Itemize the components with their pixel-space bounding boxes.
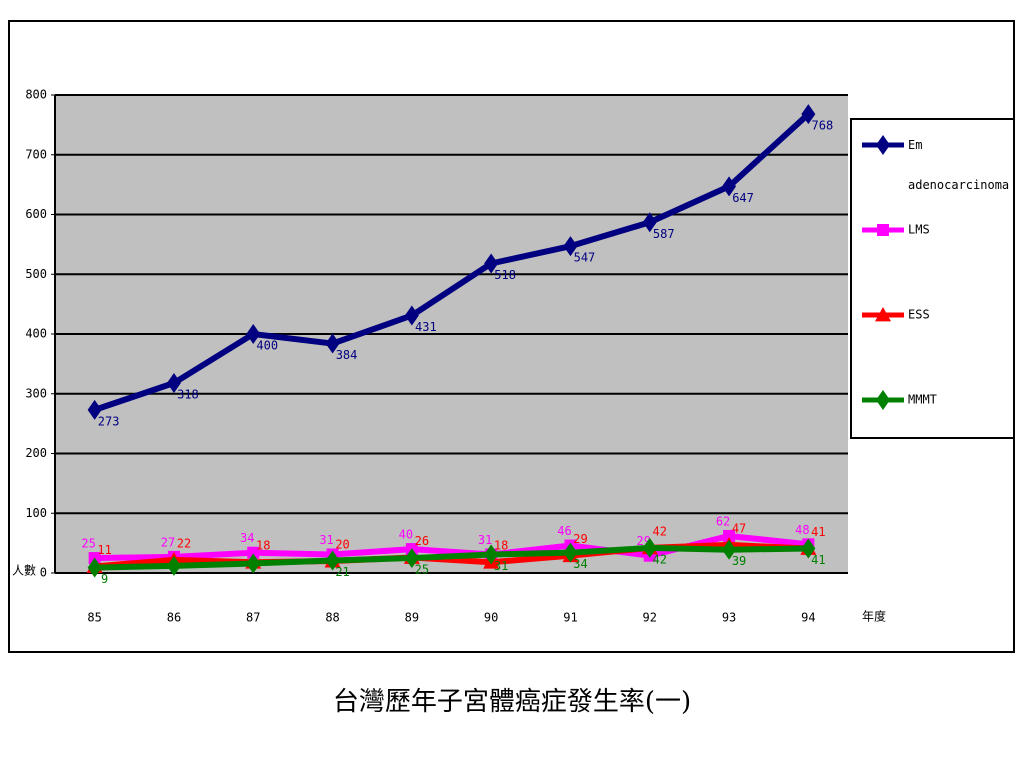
data-label: 647 — [732, 191, 754, 205]
marker — [87, 399, 102, 420]
marker — [404, 305, 419, 326]
x-tick-label: 85 — [87, 611, 101, 625]
chart-title: 台灣歷年子宮體癌症發生率(一) — [333, 687, 691, 717]
data-label: 547 — [574, 251, 596, 265]
data-label: 518 — [494, 268, 516, 282]
data-label: 42 — [653, 552, 667, 566]
data-label: 587 — [653, 227, 675, 241]
x-tick-label: 94 — [801, 611, 815, 625]
marker — [723, 529, 736, 542]
marker — [166, 555, 181, 576]
marker — [563, 542, 578, 563]
y-tick-label: 100 — [25, 506, 47, 520]
data-label: 11 — [97, 543, 111, 557]
x-tick-label: 87 — [246, 611, 260, 625]
data-label: 273 — [98, 414, 120, 428]
legend-box — [850, 118, 1015, 439]
marker — [246, 553, 261, 574]
data-label: 20 — [335, 538, 349, 552]
marker — [484, 253, 499, 274]
y-tick-label: 500 — [25, 267, 47, 281]
series-line — [93, 111, 811, 413]
data-label: 431 — [415, 320, 437, 334]
y-tick-label: 0 — [40, 566, 47, 580]
marker — [247, 546, 260, 559]
data-label: 384 — [336, 348, 358, 362]
data-label: 25 — [415, 563, 429, 577]
data-label: 27 — [161, 535, 175, 549]
data-label: 31 — [319, 533, 333, 547]
data-label: 29 — [573, 532, 587, 546]
series-line — [94, 544, 809, 571]
x-tick-label: 91 — [563, 611, 577, 625]
data-label: 318 — [177, 387, 199, 401]
y-tick-label: 700 — [25, 147, 47, 161]
marker — [642, 537, 657, 558]
legend-label: LMS — [908, 223, 930, 237]
data-label: 9 — [101, 572, 108, 586]
data-label: 22 — [177, 536, 191, 550]
y-tick-label: 300 — [25, 386, 47, 400]
y-tick-label: 200 — [25, 446, 47, 460]
legend-label: ESS — [908, 308, 930, 322]
marker — [484, 544, 499, 565]
data-label: 26 — [415, 534, 429, 548]
y-tick-label: 800 — [25, 88, 47, 102]
marker — [876, 135, 890, 155]
x-tick-label: 89 — [405, 611, 419, 625]
marker — [876, 390, 890, 410]
data-label: 42 — [653, 524, 667, 538]
x-tick-label: 90 — [484, 611, 498, 625]
data-label: 40 — [399, 528, 413, 542]
legend-label-line: adenocarcinoma — [908, 178, 1009, 192]
x-tick-label: 92 — [643, 611, 657, 625]
marker — [246, 324, 261, 344]
data-label: 46 — [557, 524, 571, 538]
data-label: 768 — [812, 119, 834, 133]
data-label: 62 — [716, 514, 730, 528]
marker — [642, 212, 657, 233]
data-label: 25 — [81, 537, 95, 551]
marker — [325, 550, 340, 571]
x-tick-label: 88 — [325, 611, 339, 625]
y-axis-label: 人數 — [12, 564, 36, 578]
x-tick-label: 86 — [167, 611, 181, 625]
x-tick-label: 93 — [722, 611, 736, 625]
marker — [722, 176, 737, 197]
y-tick-label: 400 — [25, 327, 47, 341]
marker — [404, 548, 419, 569]
data-label: 47 — [732, 521, 746, 535]
marker — [875, 307, 891, 322]
data-label: 41 — [811, 553, 825, 567]
marker — [166, 372, 181, 393]
legend-label-line: Em — [908, 138, 922, 152]
marker — [87, 557, 102, 578]
data-label: 34 — [240, 531, 254, 545]
marker — [801, 538, 816, 559]
marker — [722, 539, 737, 560]
x-axis-label: 年度 — [862, 609, 886, 624]
legend-label: MMMT — [908, 393, 937, 407]
data-label: 34 — [573, 557, 587, 571]
data-label: 48 — [795, 523, 809, 537]
data-label: 18 — [494, 539, 508, 553]
marker — [877, 224, 889, 236]
data-label: 18 — [256, 539, 270, 553]
data-label: 21 — [335, 565, 349, 579]
data-label: 31 — [494, 559, 508, 573]
data-label: 39 — [732, 554, 746, 568]
data-label: 41 — [811, 525, 825, 539]
marker — [325, 333, 340, 354]
legend-label: Em adenocarcinoma — [908, 138, 1009, 192]
data-label: 400 — [256, 339, 278, 353]
y-tick-label: 600 — [25, 207, 47, 221]
data-label: 31 — [478, 533, 492, 547]
marker — [563, 236, 578, 257]
marker — [801, 104, 816, 125]
